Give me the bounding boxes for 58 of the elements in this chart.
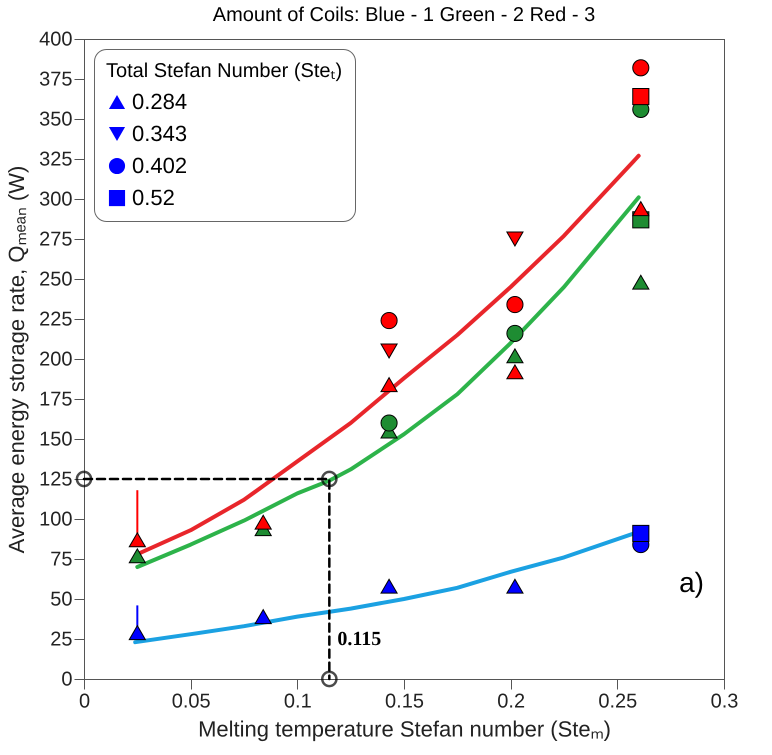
legend-label: 0.284	[132, 89, 188, 114]
point	[380, 344, 398, 358]
y-tick-label: 325	[39, 148, 72, 170]
point	[506, 296, 524, 314]
point	[632, 59, 650, 76]
point	[254, 609, 272, 624]
legend-label: 0.343	[132, 121, 188, 146]
y-tick-label: 100	[39, 508, 72, 530]
y-tick-label: 25	[50, 628, 72, 650]
y-tick-label: 175	[39, 388, 72, 410]
chart-title: Amount of Coils: Blue - 1 Green - 2 Red - 3	[212, 4, 596, 26]
x-tick-label: 0	[78, 690, 90, 712]
legend-title: Total Stefan Number (Steₜ)	[106, 60, 342, 82]
y-tick-label: 150	[39, 428, 72, 450]
y-tick-label: 300	[39, 188, 72, 210]
point	[632, 524, 650, 542]
x-tick-label: 0.25	[598, 690, 638, 712]
point	[506, 364, 524, 380]
point	[632, 274, 650, 290]
y-tick-label: 0	[61, 668, 72, 690]
x-tick-label: 0.15	[385, 690, 424, 712]
x-tick-label: 0.1	[284, 690, 312, 712]
y-tick-label: 375	[39, 68, 72, 90]
y-axis-title: Average energy storage rate, Qₘₑₐₙ (W)	[4, 166, 30, 554]
legend-label: 0.402	[132, 153, 188, 178]
x-tick-label: 0.2	[497, 690, 526, 712]
y-tick-label: 50	[50, 588, 72, 610]
y-tick-label: 400	[39, 28, 72, 50]
point	[128, 532, 146, 548]
point	[380, 578, 398, 594]
point	[76, 470, 92, 488]
y-tick-label: 250	[39, 268, 72, 290]
point	[506, 578, 524, 594]
point	[632, 201, 650, 216]
x-axis-title: Melting temperature Stefan number (Steₘ)	[198, 716, 611, 742]
y-tick-label: 350	[39, 108, 72, 130]
point	[254, 514, 272, 530]
annotation: a)	[679, 567, 704, 598]
point	[321, 470, 338, 488]
point	[128, 625, 146, 640]
point	[506, 232, 524, 246]
y-tick-label: 125	[39, 468, 72, 490]
y-tick-label: 75	[50, 548, 72, 570]
point	[380, 377, 398, 392]
point	[128, 548, 146, 564]
legend-label: 0.52	[132, 185, 175, 210]
annotation: 0.115	[337, 628, 382, 650]
x-tick-label: 0.05	[172, 690, 211, 712]
point	[632, 88, 650, 106]
x-tick-label: 0.3	[710, 690, 738, 712]
point	[380, 312, 398, 330]
y-tick-label: 225	[39, 308, 72, 330]
point	[506, 348, 524, 364]
point	[506, 324, 524, 342]
point	[321, 670, 338, 688]
y-tick-label: 275	[39, 228, 72, 250]
y-tick-label: 200	[39, 348, 72, 370]
point	[380, 414, 398, 432]
